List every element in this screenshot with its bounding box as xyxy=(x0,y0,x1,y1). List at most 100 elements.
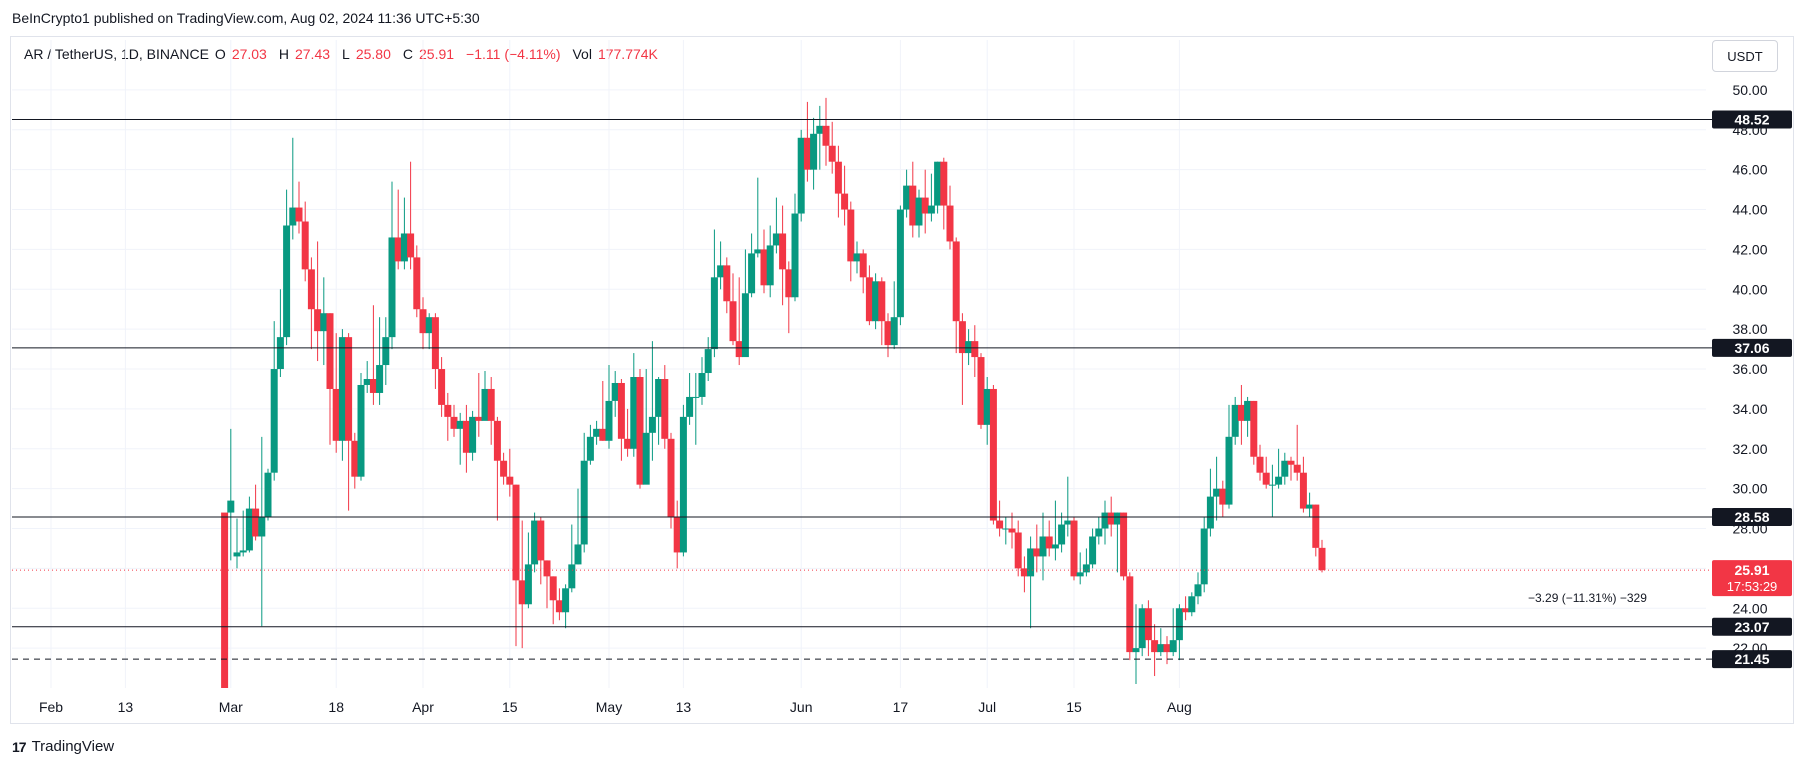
candle-body xyxy=(258,516,266,537)
candle-body xyxy=(927,205,935,214)
candle-body xyxy=(580,460,588,545)
candle-body xyxy=(1033,548,1041,557)
candle-body xyxy=(289,207,297,226)
candle-body xyxy=(803,137,811,170)
candle-body xyxy=(636,377,644,485)
candle-body xyxy=(1306,504,1314,509)
candle-body xyxy=(1095,528,1103,537)
candle-body xyxy=(270,369,278,473)
candle-body xyxy=(245,508,253,551)
candle-body xyxy=(1027,548,1035,577)
footer-branding[interactable]: 17 TradingView xyxy=(12,738,114,755)
x-tick-label: Feb xyxy=(39,699,63,715)
candle-body xyxy=(1169,640,1177,653)
candle-body xyxy=(958,321,966,354)
candle-body xyxy=(382,337,390,366)
candle-body xyxy=(1275,476,1283,485)
candle-body xyxy=(307,269,315,310)
candles-group xyxy=(221,97,1326,688)
x-tick-label: 13 xyxy=(676,699,692,715)
candle-body xyxy=(493,420,501,461)
candle-body xyxy=(816,125,824,134)
candle-body xyxy=(1045,536,1053,549)
level-badge: 37.06 xyxy=(1734,340,1769,356)
legend-close-value: 25.91 xyxy=(419,46,455,62)
candle-body xyxy=(841,193,849,210)
candle-body xyxy=(1151,640,1159,653)
candle-body xyxy=(462,420,470,453)
candle-body xyxy=(1219,488,1227,505)
candle-body xyxy=(1020,568,1028,577)
candle-body xyxy=(295,207,303,222)
candle-body xyxy=(1070,520,1078,577)
candle-body xyxy=(574,544,582,565)
candle-body xyxy=(1225,436,1233,505)
candle-body xyxy=(456,420,464,429)
candle-body xyxy=(834,161,842,194)
candle-body xyxy=(940,161,948,206)
candle-body xyxy=(475,416,483,421)
candle-body xyxy=(760,249,768,286)
candle-body xyxy=(419,309,427,334)
candle-body xyxy=(741,293,749,358)
candle-body xyxy=(896,209,904,318)
candle-body xyxy=(717,265,725,278)
candle-body xyxy=(549,576,557,601)
candle-body xyxy=(642,432,650,485)
candle-body xyxy=(847,209,855,262)
candle-body xyxy=(921,197,929,214)
candle-body xyxy=(593,428,601,437)
candle-body xyxy=(1101,512,1109,529)
candle-body xyxy=(667,438,675,517)
candle-body xyxy=(655,379,663,417)
candle-body xyxy=(971,341,979,358)
candle-body xyxy=(524,564,532,605)
candle-body xyxy=(562,588,570,613)
legend-vol-value: 177.774K xyxy=(597,46,658,62)
candle-body xyxy=(748,253,756,294)
currency-button[interactable]: USDT xyxy=(1712,40,1778,72)
candle-body xyxy=(673,516,681,553)
candle-body xyxy=(1144,608,1152,641)
candle-body xyxy=(872,281,880,322)
level-badge-bg xyxy=(1712,110,1792,129)
candle-body xyxy=(1262,472,1270,485)
candle-body xyxy=(679,416,687,553)
legend-symbol[interactable]: AR / TetherUS, 1D, BINANCE xyxy=(24,46,209,62)
candle-body xyxy=(661,379,669,439)
candle-body xyxy=(865,277,873,322)
tradingview-logo-icon: 17 xyxy=(12,738,27,755)
legend-vol-label: Vol xyxy=(572,46,592,62)
candle-body xyxy=(1188,596,1196,613)
countdown-label: 17:53:29 xyxy=(1727,579,1778,594)
candle-body xyxy=(283,225,291,338)
candle-body xyxy=(1051,544,1059,549)
candle-body xyxy=(934,161,942,206)
candle-body xyxy=(233,552,241,557)
candle-body xyxy=(1113,512,1121,525)
candle-body xyxy=(859,253,867,278)
candle-body xyxy=(599,428,607,441)
candle-body xyxy=(264,472,272,517)
candle-body xyxy=(723,265,731,302)
candle-body xyxy=(884,321,892,346)
candle-body xyxy=(500,460,508,477)
candle-body xyxy=(1058,524,1066,545)
candle-body xyxy=(388,237,396,338)
candle-body xyxy=(983,388,991,425)
candle-body xyxy=(772,233,780,246)
candle-body xyxy=(376,365,384,393)
candle-body xyxy=(822,125,830,146)
candle-body xyxy=(221,512,229,688)
candle-body xyxy=(853,253,861,262)
x-tick-label: May xyxy=(596,699,622,715)
candle-body xyxy=(444,404,452,417)
candle-body xyxy=(276,337,284,370)
candle-body xyxy=(630,377,638,449)
candle-body xyxy=(605,400,613,441)
candle-body xyxy=(989,388,997,521)
last-price-badge: 25.91 xyxy=(1734,562,1769,578)
chart-frame xyxy=(10,36,1794,724)
candle-body xyxy=(332,388,340,441)
